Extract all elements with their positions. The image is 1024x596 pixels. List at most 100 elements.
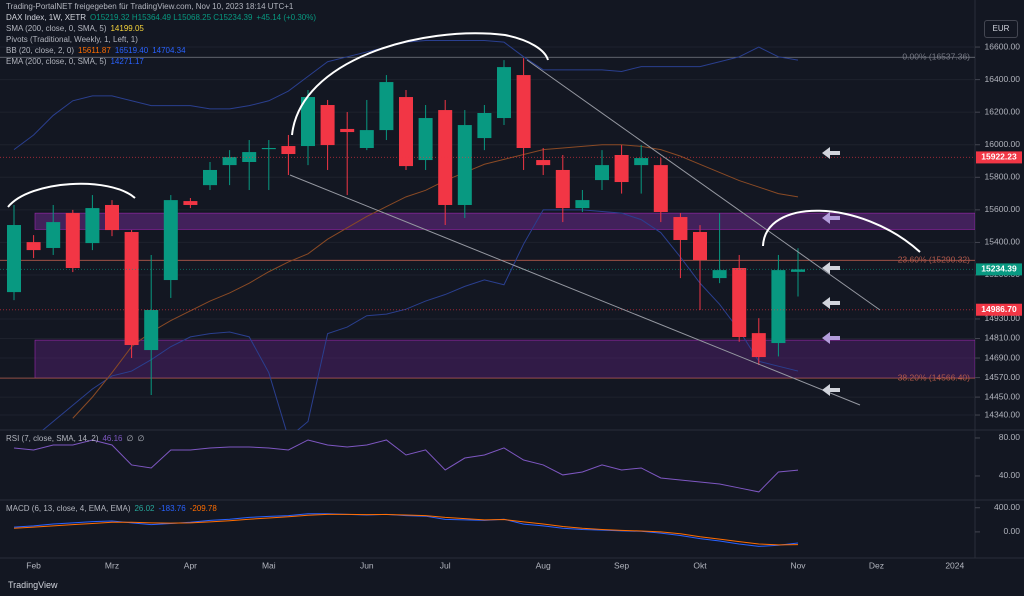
legend-value: ∅ bbox=[137, 434, 145, 443]
price-marker-label: 15922.23 bbox=[981, 152, 1017, 162]
indicator-line: Pivots (Traditional, Weekly, 1, Left, 1) bbox=[6, 35, 142, 45]
ohlc: O15219.32 H15364.49 L15068.25 C15234.39 bbox=[90, 13, 253, 22]
symbol-line: DAX Index, 1W, XETR O15219.32 H15364.49 L… bbox=[6, 13, 320, 23]
candle-body bbox=[497, 67, 511, 119]
share-text: Trading-PortalNET freigegeben für Tradin… bbox=[6, 2, 294, 11]
panel bbox=[13, 439, 799, 493]
y-tick-label: 80.00 bbox=[999, 432, 1021, 442]
change: +45.14 (+0.30%) bbox=[256, 13, 317, 22]
y-tick-label: 15400.00 bbox=[985, 237, 1021, 247]
y-tick-label: 15600.00 bbox=[985, 204, 1021, 214]
rsi-title: RSI (7, close, SMA, 14, 2) bbox=[6, 434, 99, 443]
candle-body bbox=[183, 201, 198, 205]
candle-body bbox=[144, 310, 159, 351]
indicator-label: EMA (200, close, 0, SMA, 5) bbox=[6, 57, 107, 66]
x-tick-label: Apr bbox=[184, 560, 197, 570]
rsi-legend: RSI (7, close, SMA, 14, 2) 46.16 ∅ ∅ bbox=[6, 434, 148, 444]
candle-body bbox=[7, 225, 21, 293]
candle-body bbox=[693, 232, 707, 261]
x-tick-label: Okt bbox=[693, 560, 707, 570]
x-tick-label: Mrz bbox=[105, 560, 119, 570]
legend-value: -183.76 bbox=[158, 504, 186, 513]
x-tick-label: Jul bbox=[440, 560, 451, 570]
candle-body bbox=[320, 105, 335, 146]
candle-body bbox=[477, 112, 492, 139]
share-line: Trading-PortalNET freigegeben für Tradin… bbox=[6, 2, 297, 12]
price-marker bbox=[976, 303, 1022, 316]
indicator-value: 14704.34 bbox=[152, 46, 186, 55]
legend-value: ∅ bbox=[126, 434, 134, 443]
fib-label: 0.00% (16537.36) bbox=[902, 52, 970, 62]
legend-value: 46.16 bbox=[102, 434, 123, 443]
indicator-value: 14271.17 bbox=[110, 57, 144, 66]
candle-body bbox=[222, 157, 237, 166]
price-marker bbox=[976, 151, 1022, 164]
fib-label: 23.60% (15290.32) bbox=[898, 255, 970, 265]
legend-value: -209.78 bbox=[189, 504, 217, 513]
indicator-value: 15611.87 bbox=[78, 46, 111, 55]
indicator-label: BB (20, close, 2, 0) bbox=[6, 46, 75, 55]
indicator-line: EMA (200, close, 0, SMA, 5) 14271.17 bbox=[6, 57, 148, 67]
candle-body bbox=[634, 158, 649, 166]
y-tick-label: 14930.00 bbox=[985, 313, 1021, 323]
candle-body bbox=[65, 212, 80, 268]
price-marker bbox=[976, 263, 1022, 276]
macd-legend: MACD (6, 13, close, 4, EMA, EMA) 26.02 -18… bbox=[6, 504, 221, 514]
indicator-line: BB (20, close, 2, 0) 15611.87 16519.40 1470… bbox=[6, 46, 190, 56]
x-tick-label: 2024 bbox=[945, 560, 964, 570]
brand-logo: TradingView bbox=[8, 580, 58, 590]
x-tick-label: Aug bbox=[536, 560, 551, 570]
y-tick-label: 16600.00 bbox=[985, 41, 1021, 51]
candle-body bbox=[301, 97, 315, 147]
indicator-line bbox=[13, 513, 799, 547]
price-marker-label: 14986.70 bbox=[981, 304, 1017, 314]
candle-body bbox=[457, 125, 472, 205]
indicator-line bbox=[13, 513, 799, 546]
candle-body bbox=[614, 155, 629, 183]
y-tick-label: 16000.00 bbox=[985, 139, 1021, 149]
indicator-label: SMA (200, close, 0, SMA, 5) bbox=[6, 24, 107, 33]
candle-body bbox=[379, 82, 394, 131]
candle-body bbox=[340, 128, 355, 133]
y-tick-label: 16400.00 bbox=[985, 74, 1021, 84]
candle-body bbox=[751, 333, 766, 358]
candle-body bbox=[124, 232, 139, 346]
macd-title: MACD (6, 13, close, 4, EMA, EMA) bbox=[6, 504, 131, 513]
indicator-value: 16519.40 bbox=[114, 46, 149, 55]
y-tick-label: 14450.00 bbox=[985, 391, 1021, 401]
indicator-line: SMA (200, close, 0, SMA, 5) 14199.05 bbox=[6, 24, 148, 34]
indicator-value: 14199.05 bbox=[110, 24, 144, 33]
candle-body bbox=[359, 130, 374, 149]
y-tick-label: 40.00 bbox=[999, 470, 1021, 480]
zone bbox=[34, 339, 975, 379]
x-tick-label: Mai bbox=[262, 560, 276, 570]
candle-body bbox=[673, 217, 688, 240]
candle-body bbox=[516, 75, 531, 149]
candle-body bbox=[555, 169, 570, 209]
y-tick-label: 15800.00 bbox=[985, 172, 1021, 182]
candle-body bbox=[281, 146, 296, 155]
candle-body bbox=[85, 208, 100, 244]
candle-body bbox=[536, 160, 551, 166]
x-tick-label: Jun bbox=[360, 560, 374, 570]
x-tick-label: Dez bbox=[869, 560, 884, 570]
y-tick-label: 16200.00 bbox=[985, 106, 1021, 116]
candle-body bbox=[46, 222, 61, 248]
currency-button[interactable]: EUR bbox=[984, 20, 1018, 38]
indicator-label: Pivots (Traditional, Weekly, 1, Left, 1) bbox=[6, 35, 138, 44]
candle-body bbox=[105, 204, 119, 231]
candle-body bbox=[26, 242, 41, 251]
candle-body bbox=[595, 165, 609, 181]
y-tick-label: 0.00 bbox=[1003, 526, 1020, 536]
y-tick-label: 14570.00 bbox=[985, 372, 1021, 382]
y-tick-label: 400.00 bbox=[994, 502, 1020, 512]
indicator-line bbox=[13, 439, 799, 493]
panel bbox=[13, 513, 799, 547]
candle-body bbox=[771, 270, 786, 344]
candle-body bbox=[163, 200, 178, 281]
x-tick-label: Sep bbox=[614, 560, 629, 570]
candle-body bbox=[203, 169, 217, 186]
candle-body bbox=[575, 200, 590, 209]
candle-body bbox=[732, 267, 747, 338]
